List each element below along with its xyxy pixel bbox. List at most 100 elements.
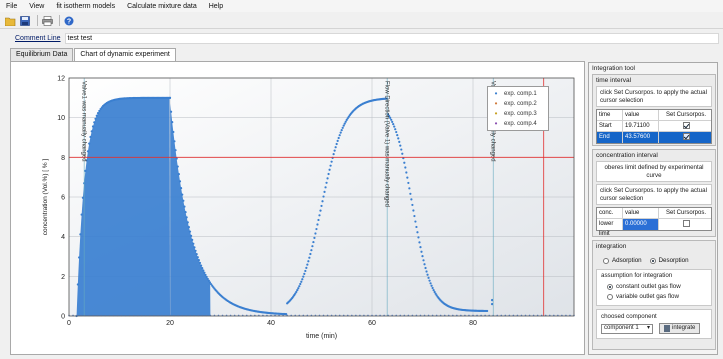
variable-outlet-radio[interactable] [607,293,613,300]
data-point-comp1 [302,275,305,278]
concentration-interval-table: conc. value Set Cursorpos. lower limit 0… [596,207,712,237]
lower-limit-value[interactable]: 0.00000 [623,219,659,230]
menu-view[interactable]: View [29,2,45,10]
plot-frame [68,77,575,317]
start-set-cursorpos-checkbox[interactable] [682,121,690,129]
data-point-comp1 [411,203,414,207]
end-time-value[interactable]: 43.57600 [623,132,659,143]
x-tick-label: 80 [469,320,477,327]
data-point-comp1 [95,114,98,117]
data-point-comp1 [76,283,79,286]
save-button[interactable] [19,15,31,27]
legend-label: exp. comp.1 [504,91,537,97]
data-point-comp1 [203,271,206,274]
tab-chart-dynamic-experiment[interactable]: Chart of dynamic experiment [74,48,176,62]
data-point-comp1 [399,144,402,147]
data-point-comp1 [328,168,331,171]
data-point-comp1 [409,192,412,195]
data-point-comp1 [394,128,397,131]
data-point-comp1 [391,120,394,123]
x-tick-label: 60 [368,320,376,327]
data-point-comp1 [318,214,321,217]
legend-item-comp1: • exp. comp.1 [491,89,545,99]
menu-fit-isotherm-models[interactable]: fit isotherm models [56,2,116,10]
variable-outlet-option[interactable]: variable outlet gas flow [597,292,711,302]
row-label: End [597,132,623,143]
data-point-comp1 [315,227,318,231]
data-point-comp1 [307,260,310,263]
floppy-disk-icon [20,15,30,26]
legend-item-comp3: • exp. comp.3 [491,109,545,119]
table-header: conc. value Set Cursorpos. [597,208,711,219]
data-point-comp1 [301,278,304,281]
data-point-comp1 [342,124,345,127]
table-row-lower-limit[interactable]: lower limit 0.00000 [597,219,711,237]
radio-label: constant outlet gas flow [616,282,681,290]
comment-line: Comment Line test test [0,31,723,45]
data-point-comp1 [192,242,195,245]
start-time-value[interactable]: 19.71100 [623,121,659,131]
menu-file[interactable]: File [6,2,18,10]
data-point-comp1 [204,273,207,277]
radio-label: Desorption [658,257,689,264]
menu-help[interactable]: Help [208,2,224,10]
data-point-comp1 [310,249,313,252]
print-button[interactable] [41,15,53,27]
data-point-comp1 [414,220,417,223]
constant-outlet-option[interactable]: constant outlet gas flow [597,282,711,292]
data-point-comp1 [346,117,349,120]
data-point-comp1 [341,126,344,129]
data-point-comp1 [405,171,408,174]
comment-line-label: Comment Line [15,34,61,42]
tab-equilibrium-data[interactable]: Equilibrium Data [10,48,74,61]
data-point-comp1 [190,234,193,237]
data-point-comp1 [336,139,339,142]
data-point-comp1 [304,269,307,273]
data-point-comp1 [396,134,399,137]
desorption-1-dense-points [170,103,211,316]
data-point-comp1 [174,149,177,152]
time-interval-table: time value Set Cursorpos. Start 19.71100… [596,109,712,144]
tab-strip: Equilibrium Data Chart of dynamic experi… [10,48,177,62]
data-point-comp1 [490,298,494,302]
column-header: value [623,208,659,218]
data-point-comp1 [80,213,83,216]
data-point-comp1 [397,137,400,140]
lower-limit-set-cursorpos-checkbox[interactable] [682,219,690,227]
constant-outlet-radio[interactable] [607,283,613,290]
help-button[interactable]: ? [63,15,75,27]
time-interval-group: time interval click Set Cursorpos. to ap… [592,74,716,146]
end-set-cursorpos-checkbox[interactable] [682,132,690,140]
data-point-comp1 [84,169,87,173]
data-point-comp1 [300,280,303,283]
data-point-comp1 [178,180,182,183]
data-point-comp1 [338,134,341,137]
component-select[interactable]: component 1 ▾ [601,323,653,334]
annotation-label: Valve1 was manually changed [81,81,87,162]
data-point-comp1 [427,276,430,279]
concentration-hint-cursor: click Set Cursorpos. to apply the actual… [596,184,712,205]
data-point-comp1 [327,172,330,176]
menu-calculate-mixture-data[interactable]: Calculate mixture data [127,2,197,10]
data-point-comp1 [294,292,297,295]
table-row-start[interactable]: Start 19.71100 [597,121,711,132]
integrate-button[interactable]: integrate [659,323,701,334]
data-point-comp1 [206,277,209,281]
assumption-box: assumption for integration constant outl… [596,269,712,306]
table-row-end[interactable]: End 43.57600 [597,132,711,143]
desorption-radio[interactable] [649,257,656,264]
comment-line-input[interactable]: test test [64,32,719,44]
adsorption-radio[interactable] [603,257,609,264]
adsorption-option[interactable]: Adsorption [593,256,642,266]
x-axis-label: time (min) [306,333,337,340]
data-point-comp1 [326,177,329,180]
data-point-comp1 [305,266,308,269]
toolbar: ? [0,13,723,29]
data-point-comp1 [293,294,296,297]
data-point-comp1 [173,140,176,143]
y-tick-label: 8 [61,155,65,162]
row-label: lower limit [597,219,623,237]
open-folder-button[interactable] [4,15,16,27]
desorption-option[interactable]: Desorption [642,256,689,266]
data-point-comp1 [182,199,185,202]
